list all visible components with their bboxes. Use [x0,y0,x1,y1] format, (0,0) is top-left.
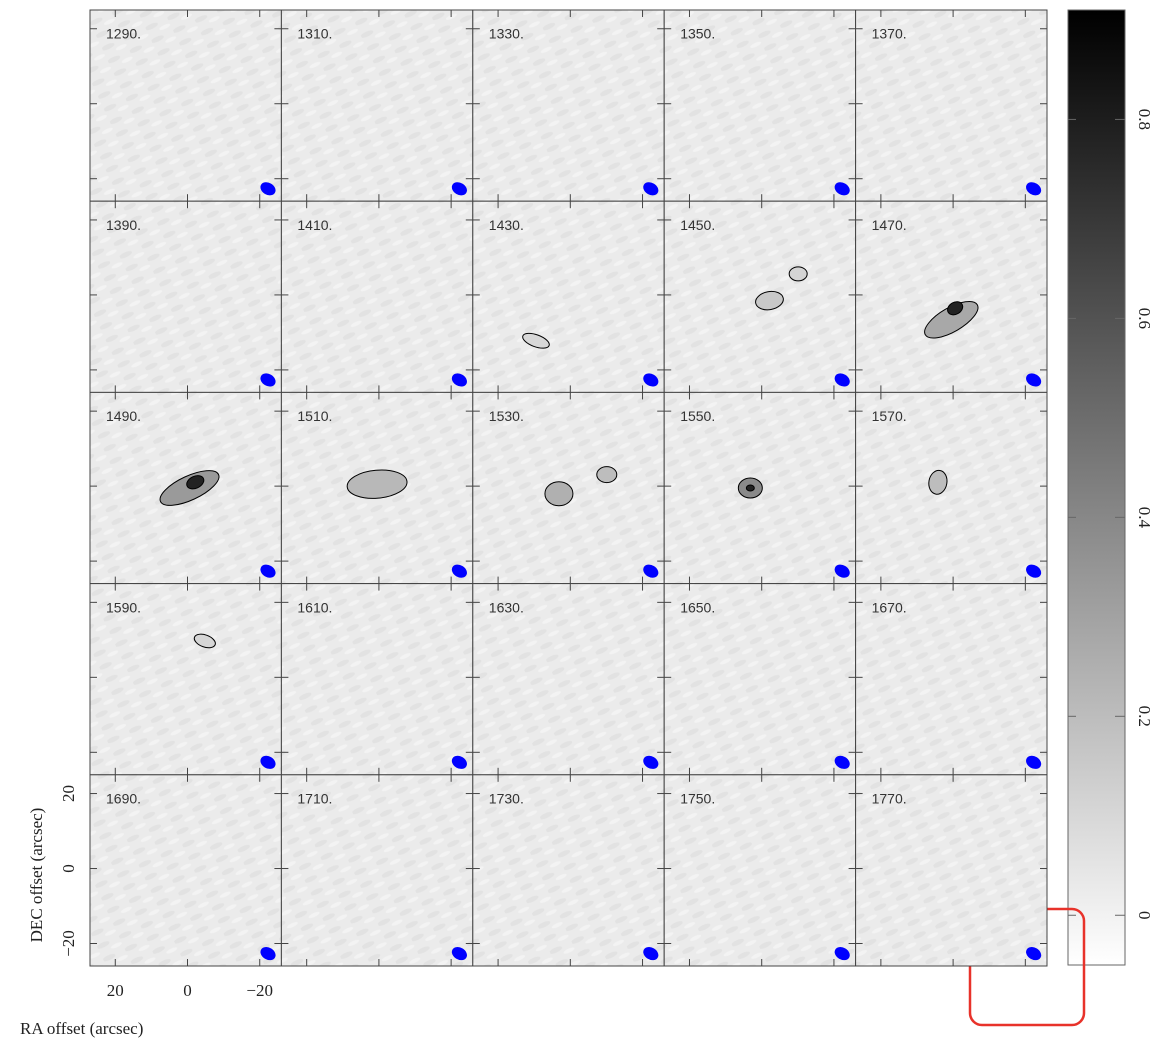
beam [834,564,850,578]
y-axis-label: DEC offset (arcsec) [27,808,46,943]
beam [451,755,467,769]
beam [834,182,850,196]
panel-label: 1650. [680,599,715,615]
beam [1026,755,1042,769]
x-tick-label: −20 [246,981,273,1000]
beam [643,755,659,769]
panel [280,200,474,393]
emission-contour [193,633,216,649]
x-axis-label: RA offset (arcsec) [20,1019,143,1038]
beam [451,564,467,578]
colorbar-tick-label: 0.8 [1135,109,1154,130]
x-tick-label: 20 [107,981,124,1000]
panel [855,200,1048,393]
beam [643,182,659,196]
panel-label: 1290. [106,26,141,42]
beam [1026,947,1042,961]
emission-contour [186,475,205,490]
panel-label: 1370. [872,26,907,42]
beam [834,373,850,387]
x-tick-label: 0 [183,981,192,1000]
emission-contour [544,481,574,507]
panel [663,583,857,776]
beam [260,182,276,196]
panel-label: 1490. [106,408,141,424]
emission-contour [745,484,755,492]
beam [451,182,467,196]
panel-label: 1450. [680,217,715,233]
panel-label: 1670. [872,599,907,615]
y-tick-label: 0 [59,864,78,873]
panel-label: 1310. [297,26,332,42]
beam [1026,182,1042,196]
emission-contour [928,469,948,495]
emission-contour [522,332,550,349]
panel [855,391,1048,585]
panel-label: 1410. [297,217,332,233]
panel-label: 1770. [872,791,907,807]
panel [855,774,1048,967]
panel-label: 1690. [106,791,141,807]
emission-contour [596,466,618,484]
colorbar-tick-label: 0.2 [1135,706,1154,727]
panel-label: 1610. [297,599,332,615]
beam [643,564,659,578]
colorbar-tick-label: 0 [1135,911,1154,920]
emission-contour [755,290,784,311]
beam [260,755,276,769]
panel-label: 1550. [680,408,715,424]
panel-label: 1510. [297,408,332,424]
panel [472,583,665,776]
emission-contour [346,469,408,499]
panel-label: 1730. [489,791,524,807]
emission-contour [924,300,979,339]
emission-contour [947,301,964,316]
beam [834,947,850,961]
panel-label: 1750. [680,791,715,807]
panel-label: 1430. [489,217,524,233]
beam [260,564,276,578]
panel [663,774,857,967]
beam [834,755,850,769]
beam [451,947,467,961]
panel-label: 1590. [106,599,141,615]
beam [1026,564,1042,578]
beam [1026,373,1042,387]
beam [260,947,276,961]
panel [89,774,282,967]
panel-label: 1570. [872,408,907,424]
panel [89,583,282,776]
emission-contour [788,266,808,282]
panel-label: 1390. [106,217,141,233]
colorbar-tick-label: 0.6 [1135,308,1154,329]
beam [260,373,276,387]
beam [451,373,467,387]
colorbar-tick-label: 0.4 [1135,507,1154,529]
panel [280,774,474,967]
panel [472,774,665,967]
panel [855,9,1048,202]
panel [663,9,857,202]
panel-label: 1530. [489,408,524,424]
panel-label: 1350. [680,26,715,42]
panel-label: 1470. [872,217,907,233]
panel-label: 1330. [489,26,524,42]
panel-label: 1630. [489,599,524,615]
y-tick-label: 20 [59,785,78,802]
colorbar [1067,9,1126,966]
panel [89,9,282,202]
beam [643,373,659,387]
panel [280,583,474,776]
beam [643,947,659,961]
y-tick-label: −20 [59,930,78,957]
panel [472,9,665,202]
panel-label: 1710. [297,791,332,807]
panel [472,200,665,393]
panel [855,583,1048,776]
